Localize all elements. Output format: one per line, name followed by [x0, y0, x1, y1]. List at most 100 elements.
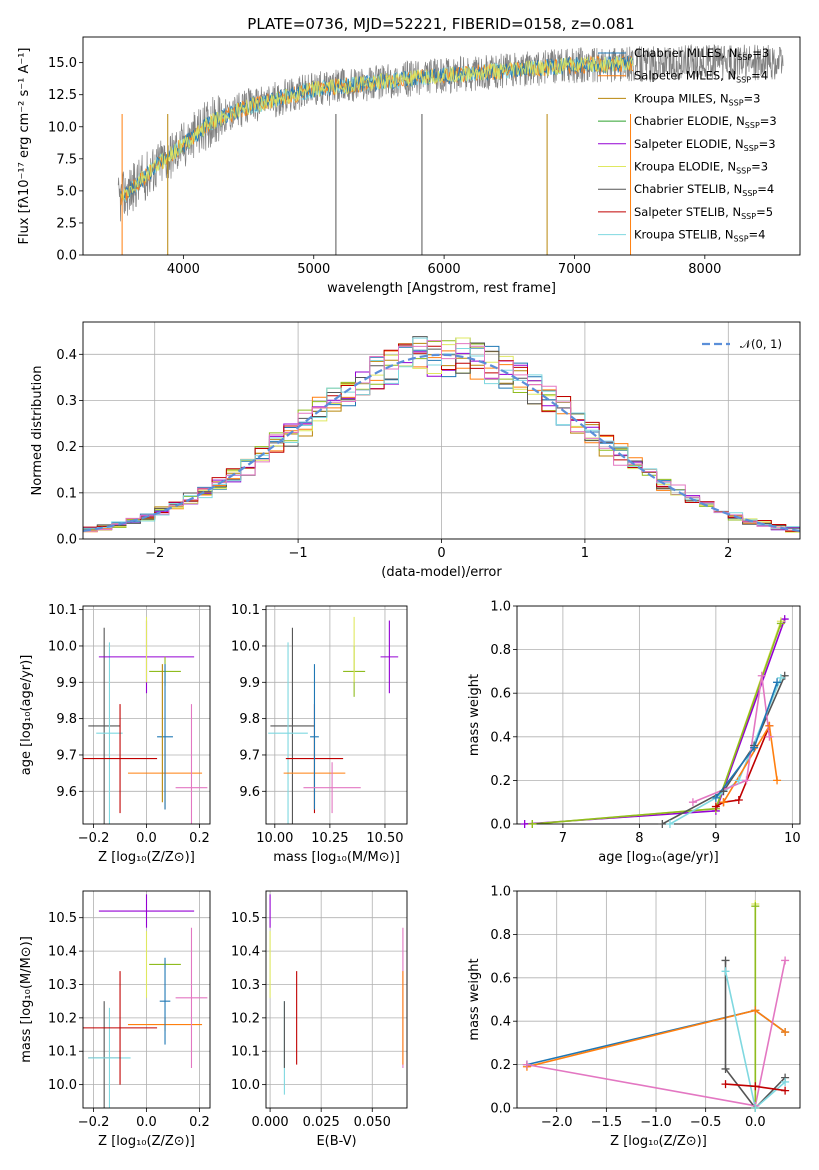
y-axis-label: mass [log₁₀(M/M⊙)]: [19, 936, 34, 1063]
axes-frame: [516, 890, 801, 1109]
legend-entry: Chabrier MILES, NSSP=3: [634, 46, 769, 62]
plot-area: [517, 606, 800, 824]
weight-series: [532, 623, 782, 824]
panel-spectrum: 4000 5000 6000 7000 8000 0.0 2.5 5.0 7.5 10.0 12.5…: [17, 36, 801, 296]
axes-frame: [82, 36, 801, 256]
data-marker: [528, 820, 537, 828]
plot-area: [266, 891, 407, 1108]
x-tick-label: 10.00: [256, 831, 293, 846]
x-tick-label: 8000: [688, 262, 721, 277]
y-tick-label: 0.3: [56, 394, 77, 409]
data-marker: [781, 956, 790, 965]
histogram-series: [83, 337, 800, 529]
data-marker: [751, 1082, 760, 1091]
axes-frame: [265, 605, 408, 825]
x-tick-label: 10.50: [366, 831, 403, 846]
panel-mass_vs_Z: −0.2 0.0 0.2 10.0 10.1 10.2 10.3 10.4 10.5 Z [log…: [19, 890, 211, 1149]
data-marker: [711, 793, 720, 802]
y-tick-label: 10.1: [48, 603, 77, 618]
legend-entry: Salpeter ELODIE, NSSP=3: [634, 137, 776, 153]
weight-series: [724, 960, 786, 1108]
y-tick-label: 10.0: [231, 639, 260, 654]
data-marker: [776, 619, 785, 628]
y-tick-label: 0.4: [56, 348, 77, 363]
plot-area: [83, 606, 210, 824]
data-marker: [757, 671, 766, 680]
y-tick-label: 9.7: [56, 748, 77, 763]
x-tick-label: 7: [559, 831, 567, 846]
data-marker: [658, 820, 667, 828]
y-axis-label: mass weight: [467, 958, 482, 1040]
x-tick-label: −1.0: [640, 1115, 672, 1130]
x-tick-label: 0.2: [189, 1115, 210, 1130]
y-tick-label: 0.8: [490, 928, 511, 943]
axes-frame: [265, 890, 408, 1109]
data-marker: [711, 802, 720, 811]
y-tick-label: 9.8: [239, 712, 260, 727]
y-tick-label: 0.2: [490, 774, 511, 789]
y-tick-label: 10.1: [231, 603, 260, 618]
data-marker: [751, 902, 760, 911]
y-tick-label: 15.0: [48, 56, 77, 71]
data-marker: [721, 1064, 730, 1073]
y-tick-label: 0.0: [56, 249, 77, 264]
data-marker: [721, 1080, 730, 1089]
x-tick-label: −1.5: [591, 1115, 623, 1130]
y-tick-label: 1.0: [490, 600, 511, 615]
y-tick-label: 0.4: [490, 730, 511, 745]
x-tick-label: 10.25: [311, 831, 348, 846]
y-axis-label: mass weight: [467, 674, 482, 756]
y-tick-label: 0.0: [490, 1102, 511, 1117]
y-tick-label: 0.8: [490, 643, 511, 658]
x-axis-label: Z [log₁₀(Z/Z⊙)]: [98, 850, 195, 865]
y-tick-label: 9.6: [239, 785, 260, 800]
x-tick-label: −0.5: [690, 1115, 722, 1130]
y-tick-label: 0.4: [490, 1015, 511, 1030]
x-tick-label: 0.2: [189, 831, 210, 846]
y-tick-label: 10.3: [231, 978, 260, 993]
axes-frame: [82, 321, 801, 540]
x-tick-label: −2: [145, 546, 164, 561]
figure-title: PLATE=0736, MJD=52221, FIBERID=0158, z=0…: [247, 15, 634, 33]
data-marker: [522, 1060, 531, 1069]
data-marker: [719, 787, 728, 796]
panel-age_vs_Z: −0.2 0.0 0.2 9.6 9.7 9.8 9.9 10.0 10.1 Z [log₁₀(Z…: [19, 603, 211, 865]
axes-frame: [82, 890, 211, 1109]
y-tick-label: 10.0: [48, 639, 77, 654]
y-tick-label: 10.4: [48, 945, 77, 960]
axes-frame: [82, 605, 211, 825]
y-tick-label: 2.5: [56, 216, 77, 231]
y-tick-label: 10.2: [48, 1011, 77, 1026]
y-tick-label: 10.2: [231, 1011, 260, 1026]
y-tick-label: 12.5: [48, 88, 77, 103]
weight-series: [724, 971, 786, 1108]
data-marker: [781, 1086, 790, 1095]
data-marker: [734, 776, 743, 785]
y-tick-label: 10.0: [231, 1078, 260, 1093]
data-marker: [781, 1028, 790, 1037]
panel-weight_vs_Z: −2.0 −1.5 −1.0 −0.5 0.0 0.0 0.2 0.4 0.6 0.8 1.0 Z […: [467, 885, 801, 1149]
x-tick-label: 7000: [558, 262, 591, 277]
plot-area: [83, 322, 800, 539]
x-tick-label: 2: [724, 546, 732, 561]
x-tick-label: −1: [289, 546, 308, 561]
y-axis-label: Flux [fλ10⁻¹⁷ erg cm⁻² s⁻¹ A⁻¹]: [17, 48, 32, 245]
x-axis-label: (data-model)/error: [381, 565, 502, 580]
x-tick-label: 0.000: [251, 1115, 288, 1130]
y-axis-label: age [log₁₀(age/yr)]: [19, 655, 34, 776]
data-marker: [520, 820, 529, 828]
y-tick-label: 10.3: [48, 978, 77, 993]
x-axis-label: age [log₁₀(age/yr)]: [598, 850, 719, 865]
panel-mass_vs_ebv: 0.000 0.025 0.050 10.0 10.1 10.2 10.3 10.4 10.5 E…: [231, 890, 408, 1149]
x-axis-label: Z [log₁₀(Z/Z⊙)]: [98, 1134, 195, 1149]
y-tick-label: 7.5: [56, 152, 77, 167]
legend-entry: 𝒩(0, 1): [740, 337, 782, 351]
x-tick-label: −0.2: [78, 1115, 110, 1130]
y-tick-label: 0.0: [56, 533, 77, 548]
x-tick-label: 9: [712, 831, 720, 846]
y-tick-label: 10.1: [231, 1045, 260, 1060]
x-tick-label: 6000: [428, 262, 461, 277]
y-tick-label: 10.5: [48, 911, 77, 926]
data-marker: [665, 820, 674, 828]
y-tick-label: 10.1: [48, 1045, 77, 1060]
